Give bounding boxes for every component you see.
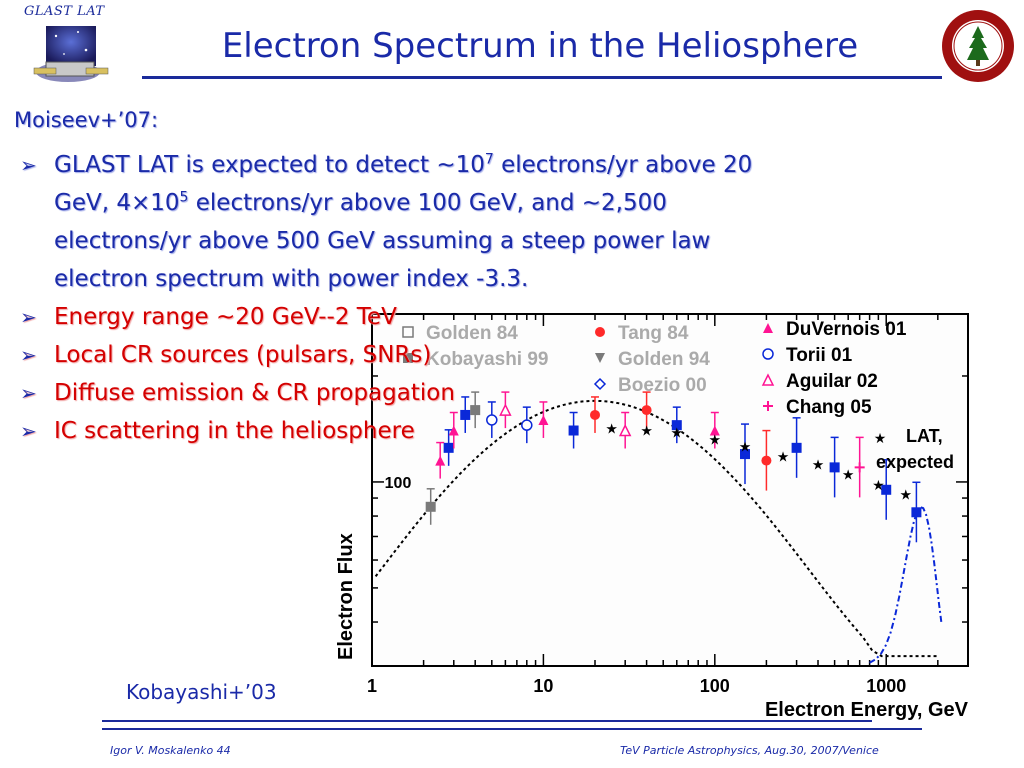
data-point [911,507,922,518]
data-point [538,414,549,425]
legend-label: Aguilar 02 [786,371,878,392]
y-axis-label: Electron Flux [335,533,357,660]
data-point [829,462,840,473]
lat-expected-point: ★ [777,450,790,466]
plot-area [371,313,969,667]
lat-expected-point: ★ [640,424,653,440]
superscript: 5 [179,189,189,206]
footer-divider [102,720,872,722]
bullet-text: electrons/yr above 100 GeV, and ~2,500 e… [54,190,711,292]
bullet-arrow-icon: ➢ [20,419,37,443]
data-point [521,419,533,431]
data-point [435,455,446,466]
legend-marker [593,377,607,391]
x-tick-label: 10 [533,676,553,696]
stanford-seal-icon [942,10,1014,82]
data-point [425,501,436,512]
bullet-text: IC scattering in the heliosphere [54,418,415,444]
bullet-text: Local CR sources (pulsars, SNRs) [54,342,432,368]
x-axis-label: Electron Energy, GeV [765,699,969,721]
data-point [671,420,682,431]
legend-label: Golden 94 [618,349,710,370]
legend-label: Tang 84 [618,323,689,344]
figure-credit: Kobayashi+’03 [126,680,277,704]
bullet-arrow-icon: ➢ [20,153,37,177]
legend-label: Boezio 00 [618,375,707,396]
model-curve-blue [869,505,943,664]
legend-marker [403,353,413,363]
data-point [761,455,772,466]
legend-marker [761,373,775,386]
legend-label: DuVernois 01 [786,319,907,340]
lat-expected-point: ★ [899,488,912,504]
x-tick-label: 100 [700,676,730,696]
lat-expected-point: ★ [812,458,825,474]
data-point [791,442,802,453]
data-point [499,403,512,416]
data-point [460,409,471,420]
lat-expected-point: ★ [605,421,618,437]
data-point [448,425,459,436]
data-point [881,484,892,495]
legend-marker [402,326,414,338]
data-point [486,414,498,426]
bullet-arrow-icon: ➢ [20,343,37,367]
legend-label: Chang 05 [786,397,872,418]
legend-marker [595,327,605,337]
data-point [590,409,601,420]
page-title: Electron Spectrum in the Heliosphere [221,26,859,66]
bullet-item: ➢ Diffuse emission & CR propagation [14,374,774,412]
electron-spectrum-chart: 1 10 100 1000 100 Electron Energy, GeV Electro… [328,310,976,722]
data-point [618,423,632,437]
data-point [709,425,720,436]
source-citation: Moiseev+’07: [14,108,159,132]
model-curve [374,399,938,658]
legend-label: Kobayashi 99 [426,349,549,370]
bullet-text: Energy range ~20 GeV--2 TeV [54,304,397,330]
bullet-arrow-icon: ➢ [20,381,37,405]
superscript: 7 [484,151,494,168]
bullet-text: electrons/yr above 20 GeV, 4×10 [54,152,753,216]
logo-text: GLAST LAT [24,4,105,19]
bullet-item: ➢ GLAST LAT is expected to detect ~107 el… [14,146,774,298]
bullet-text: Diffuse emission & CR propagation [54,380,455,406]
data-point [568,425,579,436]
legend-label: Golden 84 [426,323,518,344]
legend-marker [763,323,773,333]
telescope-icon [33,26,109,82]
chart-svg: 1 10 100 1000 100 Electron Energy, GeV Electro… [335,313,969,721]
legend-label: LAT, [906,426,943,446]
data-point [443,442,454,453]
legend-label: Torii 01 [786,345,853,366]
glast-lat-logo: GLAST LAT [16,4,126,94]
legend-marker: ★ [874,431,887,447]
bullet-item: ➢ IC scattering in the heliosphere [14,412,774,450]
legend-label: expected [876,452,954,472]
lat-expected-point: ★ [709,433,722,449]
footer-divider [102,728,922,730]
footer-author: Igor V. Moskalenko 44 [110,744,231,757]
data-point [470,405,481,416]
bullet-item: ➢ Local CR sources (pulsars, SNRs) [14,336,774,374]
lat-expected-point: ★ [671,426,684,442]
bullet-list: ➢ GLAST LAT is expected to detect ~107 el… [14,146,774,450]
legend-marker [763,401,773,411]
data-point [739,449,750,460]
y-tick-label: 100 [385,475,412,492]
x-tick-label: 1000 [866,676,906,696]
bullet-arrow-icon: ➢ [20,305,37,329]
lat-expected-point: ★ [842,467,855,483]
bullet-item: ➢ Energy range ~20 GeV--2 TeV [14,298,774,336]
lat-expected-point: ★ [872,478,885,494]
data-point [854,462,865,473]
legend-marker [595,353,605,363]
x-tick-label: 1 [367,676,377,696]
data-point [641,405,652,416]
title-divider [142,76,942,79]
lat-expected-point: ★ [739,440,752,456]
legend-marker [762,348,774,360]
footer-event: TeV Particle Astrophysics, Aug.30, 2007/… [620,744,879,757]
bullet-text: GLAST LAT is expected to detect ~10 [54,152,485,178]
